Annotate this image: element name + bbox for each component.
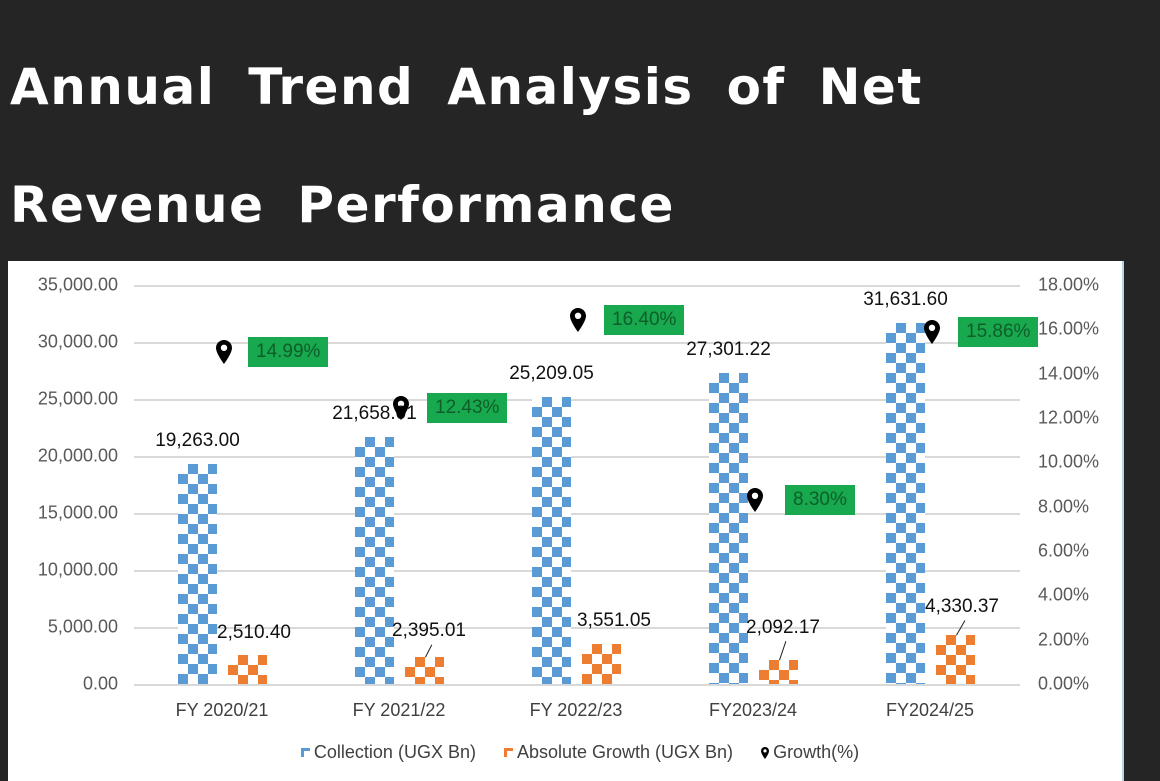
growth-percent-label: 15.86% xyxy=(958,317,1039,348)
map-pin-icon[interactable] xyxy=(747,488,763,513)
legend-item-absolute-growth[interactable]: Absolute Growth (UGX Bn) xyxy=(503,742,734,763)
legend-label: Absolute Growth (UGX Bn) xyxy=(516,742,734,762)
page-title: Annual Trend Analysis of Net Revenue Per… xyxy=(10,58,923,234)
y2-axis-tick-label: 10.00% xyxy=(1038,451,1100,472)
map-pin-icon[interactable] xyxy=(393,396,409,421)
absolute-growth-bar[interactable] xyxy=(405,656,444,684)
y2-axis-tick-label: 8.00% xyxy=(1038,496,1090,517)
legend-label: Collection (UGX Bn) xyxy=(313,742,476,762)
y2-axis-tick-label: 6.00% xyxy=(1038,540,1090,561)
collection-data-label: 25,209.05 xyxy=(509,362,594,384)
leader-line xyxy=(778,640,786,661)
gridline xyxy=(134,285,1020,287)
map-pin-icon[interactable] xyxy=(570,308,586,333)
absolute-growth-data-label: 2,510.40 xyxy=(217,622,291,643)
y-axis-tick-label: 0.00 xyxy=(82,673,118,694)
x-axis-tick-label: FY 2020/21 xyxy=(175,700,269,720)
collection-bar[interactable] xyxy=(886,323,925,684)
absolute-growth-data-label: 3,551.05 xyxy=(577,610,651,631)
y2-axis-tick-label: 16.00% xyxy=(1038,318,1100,339)
y-axis-tick-label: 25,000.00 xyxy=(37,388,118,409)
legend-item-collection[interactable]: Collection (UGX Bn) xyxy=(300,742,476,763)
absolute-growth-swatch-icon xyxy=(503,748,513,757)
leader-line xyxy=(424,644,432,658)
gridline xyxy=(134,570,1020,572)
gridline xyxy=(134,399,1020,401)
y2-axis-tick-label: 0.00% xyxy=(1038,673,1090,694)
gridline xyxy=(134,627,1020,629)
absolute-growth-data-label: 4,330.37 xyxy=(925,596,999,617)
y-axis-tick-label: 20,000.00 xyxy=(37,445,118,466)
gridline xyxy=(134,513,1020,515)
y-axis-tick-label: 15,000.00 xyxy=(37,502,118,523)
x-axis-tick-label: FY 2022/23 xyxy=(529,700,623,720)
growth-percent-label: 16.40% xyxy=(604,305,685,336)
y-axis-tick-label: 5,000.00 xyxy=(47,616,118,637)
collection-bar[interactable] xyxy=(178,464,217,684)
collection-data-label: 31,631.60 xyxy=(863,289,948,311)
absolute-growth-data-label: 2,395.01 xyxy=(392,620,466,641)
y2-axis-tick-label: 4.00% xyxy=(1038,584,1090,605)
y2-axis-tick-label: 2.00% xyxy=(1038,629,1090,650)
y-axis-tick-label: 10,000.00 xyxy=(37,559,118,580)
collection-bar[interactable] xyxy=(709,372,748,684)
chart-legend: Collection (UGX Bn) Absolute Growth (UGX… xyxy=(0,742,1160,763)
absolute-growth-bar[interactable] xyxy=(582,643,621,684)
absolute-growth-data-label: 2,092.17 xyxy=(746,617,820,638)
collection-swatch-icon xyxy=(300,748,310,757)
y-axis-tick-label: 35,000.00 xyxy=(37,274,118,295)
legend-item-growth[interactable]: Growth(%) xyxy=(761,742,859,763)
legend-label: Growth(%) xyxy=(773,742,860,762)
absolute-growth-bar[interactable] xyxy=(228,655,267,684)
y-axis-tick-label: 30,000.00 xyxy=(37,331,118,352)
collection-data-label: 19,263.00 xyxy=(155,430,240,452)
y2-axis-tick-label: 18.00% xyxy=(1038,274,1100,295)
collection-bar[interactable] xyxy=(532,396,571,684)
map-pin-icon[interactable] xyxy=(924,320,940,345)
growth-percent-label: 12.43% xyxy=(427,393,508,424)
absolute-growth-bar[interactable] xyxy=(759,660,798,684)
absolute-growth-bar[interactable] xyxy=(936,634,975,684)
map-pin-icon xyxy=(761,746,770,759)
gridline xyxy=(134,456,1020,458)
y2-axis-tick-label: 14.00% xyxy=(1038,363,1100,384)
growth-percent-label: 8.30% xyxy=(785,485,855,516)
growth-percent-label: 14.99% xyxy=(248,336,329,367)
x-axis-tick-label: FY2023/24 xyxy=(708,700,798,720)
x-axis-tick-label: FY 2021/22 xyxy=(352,700,446,720)
x-axis-tick-label: FY2024/25 xyxy=(885,700,975,720)
map-pin-icon[interactable] xyxy=(216,339,232,364)
gridline xyxy=(134,684,1020,686)
y2-axis-tick-label: 12.00% xyxy=(1038,407,1100,428)
collection-bar[interactable] xyxy=(355,437,394,684)
collection-data-label: 27,301.22 xyxy=(686,338,771,360)
gridline xyxy=(134,342,1020,344)
